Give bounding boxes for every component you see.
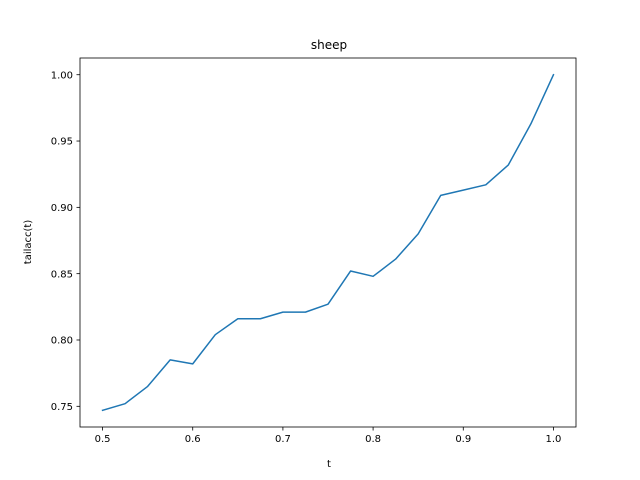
axes-frame — [79, 57, 577, 428]
series-line-1 — [101, 73, 555, 412]
y-tick-label: 1.00 — [51, 70, 73, 81]
x-tick-label: 1.0 — [546, 434, 562, 445]
chart-title: sheep — [311, 38, 347, 52]
x-axis-label: t — [327, 459, 331, 470]
x-tick-label: 0.7 — [275, 434, 291, 445]
x-tick-label: 0.9 — [455, 434, 471, 445]
x-tick-label: 0.6 — [185, 434, 201, 445]
plot-area: 0.5 0.6 0.7 0.8 0.9 1.0 0.75 0.80 0.85 0.90 0.95 1.… — [51, 57, 577, 445]
y-tick-label: 0.75 — [51, 402, 73, 413]
y-tick-label: 0.85 — [51, 269, 73, 280]
x-tick-label: 0.8 — [365, 434, 381, 445]
y-tick-label: 0.80 — [51, 336, 73, 347]
y-tick-label: 0.90 — [51, 203, 73, 214]
x-tick-label: 0.5 — [95, 434, 111, 445]
y-axis-label: tailacc(t) — [23, 220, 34, 265]
y-tick-label: 0.95 — [51, 137, 73, 148]
